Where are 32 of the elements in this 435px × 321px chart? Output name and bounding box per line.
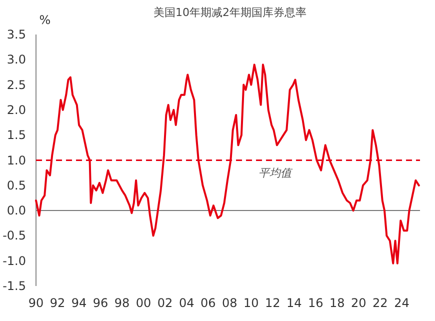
x-tick-label: 12: [265, 296, 280, 310]
x-tick-label: 90: [28, 296, 44, 310]
title: 美国10年期减2年期国库券息率: [154, 6, 306, 19]
y-tick-label: 2.5: [6, 78, 26, 92]
y-tick-label: -1.5: [2, 279, 26, 293]
ref-line-label: 平均值: [258, 166, 294, 180]
x-tick-label: 24: [394, 296, 410, 310]
x-tick-label: 18: [330, 296, 345, 310]
x-tick-label: 14: [286, 296, 302, 310]
x-tick-label: 06: [200, 296, 216, 310]
y-tick-label: 1.5: [6, 128, 26, 142]
x-tick-label: 00: [136, 296, 152, 310]
y-tick-label: -0.5: [2, 228, 26, 243]
ylabel: %: [39, 13, 51, 27]
x-tick-label: 16: [308, 296, 324, 310]
x-tick-label: 08: [222, 296, 238, 310]
y-tick-label: 0.5: [6, 178, 26, 192]
x-tick-label: 96: [92, 296, 108, 310]
x-tick-label: 10: [243, 296, 259, 310]
y-tick-label: 3.5: [6, 28, 26, 42]
x-tick-label: 98: [114, 296, 130, 310]
x-tick-label: 94: [71, 296, 87, 310]
x-tick-label: 20: [351, 296, 366, 310]
y-tick-label: -1.0: [2, 254, 26, 268]
y-tick-label: 1.0: [6, 153, 26, 168]
y-tick-label: 2.0: [6, 102, 26, 117]
y-tick-label: 3.0: [6, 52, 26, 67]
x-tick-label: 04: [178, 296, 194, 310]
x-tick-label: 92: [50, 296, 66, 310]
x-tick-label: 02: [157, 296, 173, 310]
y-tick-label: 0.0: [6, 204, 26, 218]
x-tick-label: 22: [372, 296, 388, 310]
